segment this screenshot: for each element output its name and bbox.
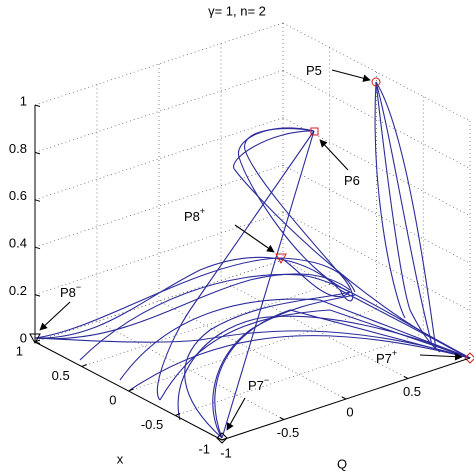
- y-tick: [341, 396, 347, 400]
- z-tick-label: 1: [20, 93, 27, 108]
- annotation-sup: −: [76, 282, 81, 292]
- z-tick: [34, 246, 41, 250]
- axis-line: [34, 341, 223, 441]
- x-axis-label: x: [117, 451, 124, 466]
- z-tick-label: 0.2: [9, 283, 27, 298]
- annotation-text: P5: [306, 63, 322, 78]
- chart-title: γ= 1, n= 2: [208, 3, 266, 18]
- y-tick-label: 0.5: [403, 384, 421, 399]
- annotation-text: P8: [184, 209, 200, 224]
- z-tick: [34, 199, 41, 202]
- x-tick-label: 0.5: [52, 368, 70, 383]
- annotation-text: P6: [344, 173, 360, 188]
- z-tick: [34, 104, 41, 107]
- y-tick-label: -1: [220, 445, 232, 460]
- y-tick: [403, 376, 409, 379]
- grid: [34, 22, 471, 441]
- annotation: P7−: [248, 375, 269, 393]
- arrow: [331, 69, 371, 82]
- markers: [29, 77, 474, 444]
- axes: 0 0.2 0.4 0.6 0.8 1 -1 -0.5 0 0.5 1 -1 -0.5 0 0.5: [9, 93, 471, 460]
- arrow: [234, 224, 275, 253]
- z-tick-label: 0: [20, 330, 27, 345]
- annotation: P5: [306, 63, 322, 78]
- arrow: [39, 301, 71, 331]
- annotation-text: P7: [248, 378, 264, 393]
- grid-line: [34, 117, 284, 201]
- point-marker: [216, 432, 228, 444]
- y-tick-label: -0.5: [277, 425, 299, 440]
- point-marker: [275, 253, 287, 265]
- y-tick: [279, 417, 285, 420]
- point-marker: [464, 352, 474, 364]
- axis-line: [221, 357, 471, 441]
- annotation-sup: +: [200, 206, 205, 216]
- x-tick: [81, 364, 87, 367]
- annotation-sup: −: [264, 375, 269, 385]
- x-tick: [175, 413, 181, 416]
- point-marker: [310, 127, 319, 136]
- grid-line: [81, 284, 330, 367]
- annotation: P7+: [376, 348, 397, 366]
- grid-line: [34, 164, 284, 248]
- y-tick-label: 0: [346, 404, 353, 419]
- annotation-sup: +: [392, 348, 397, 358]
- arrow: [226, 397, 246, 431]
- arrow: [319, 139, 349, 171]
- x-tick: [128, 388, 134, 392]
- z-tick: [34, 151, 41, 155]
- z-tick-label: 0.6: [9, 188, 27, 203]
- trajectories: [34, 81, 471, 439]
- annotation-text: P8: [60, 285, 76, 300]
- y-axis-label: Q: [337, 456, 347, 471]
- x-tick-label: 1: [16, 343, 23, 358]
- arrow: [419, 352, 463, 361]
- x-tick: [34, 339, 41, 343]
- annotation: P6: [344, 173, 360, 188]
- point-marker: [371, 77, 381, 87]
- annotation-text: P7: [376, 351, 392, 366]
- annotation: P8+: [184, 206, 205, 224]
- x-tick-label: -0.5: [141, 417, 163, 432]
- z-tick-label: 0.8: [9, 141, 27, 156]
- annotations: [39, 69, 463, 431]
- x-tick-label: -1: [198, 441, 210, 456]
- z-tick-label: 0.4: [9, 236, 27, 251]
- grid-line: [96, 321, 285, 420]
- x-tick-label: 0: [109, 392, 116, 407]
- annotation: P8−: [60, 282, 81, 300]
- z-tick: [34, 294, 41, 297]
